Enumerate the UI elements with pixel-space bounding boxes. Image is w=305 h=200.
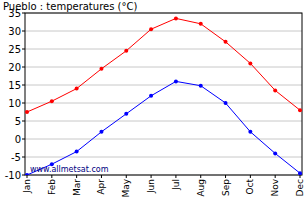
x-tick-label: Sep bbox=[221, 179, 231, 196]
series-marker bbox=[248, 61, 252, 65]
series-marker bbox=[298, 171, 302, 175]
plot-area bbox=[25, 13, 302, 175]
series-marker bbox=[224, 101, 228, 105]
series-line bbox=[27, 81, 300, 175]
y-tick-label: 20 bbox=[8, 62, 21, 73]
y-tick-label: 25 bbox=[8, 44, 21, 55]
x-tick-label: Aug bbox=[196, 179, 206, 197]
grid-line bbox=[25, 49, 302, 50]
series-marker bbox=[75, 150, 79, 154]
series-marker bbox=[25, 110, 29, 114]
series-marker bbox=[174, 16, 178, 20]
x-tick-label: Dec bbox=[295, 179, 305, 196]
y-tick-label: 15 bbox=[8, 80, 21, 91]
x-tick-label: Oct bbox=[245, 179, 255, 195]
series-group bbox=[25, 16, 302, 175]
series-marker bbox=[199, 22, 203, 26]
grid-line bbox=[25, 31, 302, 32]
y-tick-label: -10 bbox=[5, 170, 21, 181]
y-tick-label: 5 bbox=[15, 116, 21, 127]
series-marker bbox=[273, 88, 277, 92]
series-marker bbox=[224, 40, 228, 44]
x-tick-label: Jan bbox=[22, 179, 32, 194]
series-marker bbox=[25, 173, 29, 175]
series-marker bbox=[99, 67, 103, 71]
title: Pueblo : temperatures (°C) bbox=[3, 1, 137, 12]
series-marker bbox=[124, 112, 128, 116]
series-marker bbox=[50, 99, 54, 103]
series-marker bbox=[99, 130, 103, 134]
y-tick-label: -5 bbox=[11, 152, 21, 163]
x-tick-label: Nov bbox=[270, 178, 280, 196]
x-tick-label: Jun bbox=[146, 179, 156, 194]
plot-frame bbox=[25, 13, 302, 175]
x-tick-label: May bbox=[121, 178, 131, 197]
series-marker bbox=[273, 151, 277, 155]
series-marker bbox=[124, 49, 128, 53]
x-tick-label: Feb bbox=[47, 179, 57, 195]
y-tick-label: 0 bbox=[15, 134, 21, 145]
series-line bbox=[27, 18, 300, 112]
grid-line bbox=[25, 85, 302, 86]
grid-line bbox=[25, 67, 302, 68]
series-marker bbox=[149, 94, 153, 98]
grid-line bbox=[25, 103, 302, 104]
annotation: www.allmetsat.com bbox=[30, 165, 109, 174]
y-tick-label: 10 bbox=[8, 98, 21, 109]
series-marker bbox=[199, 84, 203, 88]
series-marker bbox=[149, 27, 153, 31]
grid-line bbox=[25, 139, 302, 140]
series-marker bbox=[174, 79, 178, 83]
series-marker bbox=[75, 87, 79, 91]
series-marker bbox=[248, 130, 252, 134]
x-tick-label: Mar bbox=[72, 179, 82, 196]
series-marker bbox=[298, 108, 302, 112]
y-tick-label: 30 bbox=[8, 26, 21, 37]
x-tick-label: Apr bbox=[96, 179, 106, 195]
grid-line bbox=[25, 121, 302, 122]
chart: -10-505101520253035JanFebMarAprMayJunJul… bbox=[0, 0, 305, 200]
x-tick-label: Jul bbox=[171, 179, 181, 191]
